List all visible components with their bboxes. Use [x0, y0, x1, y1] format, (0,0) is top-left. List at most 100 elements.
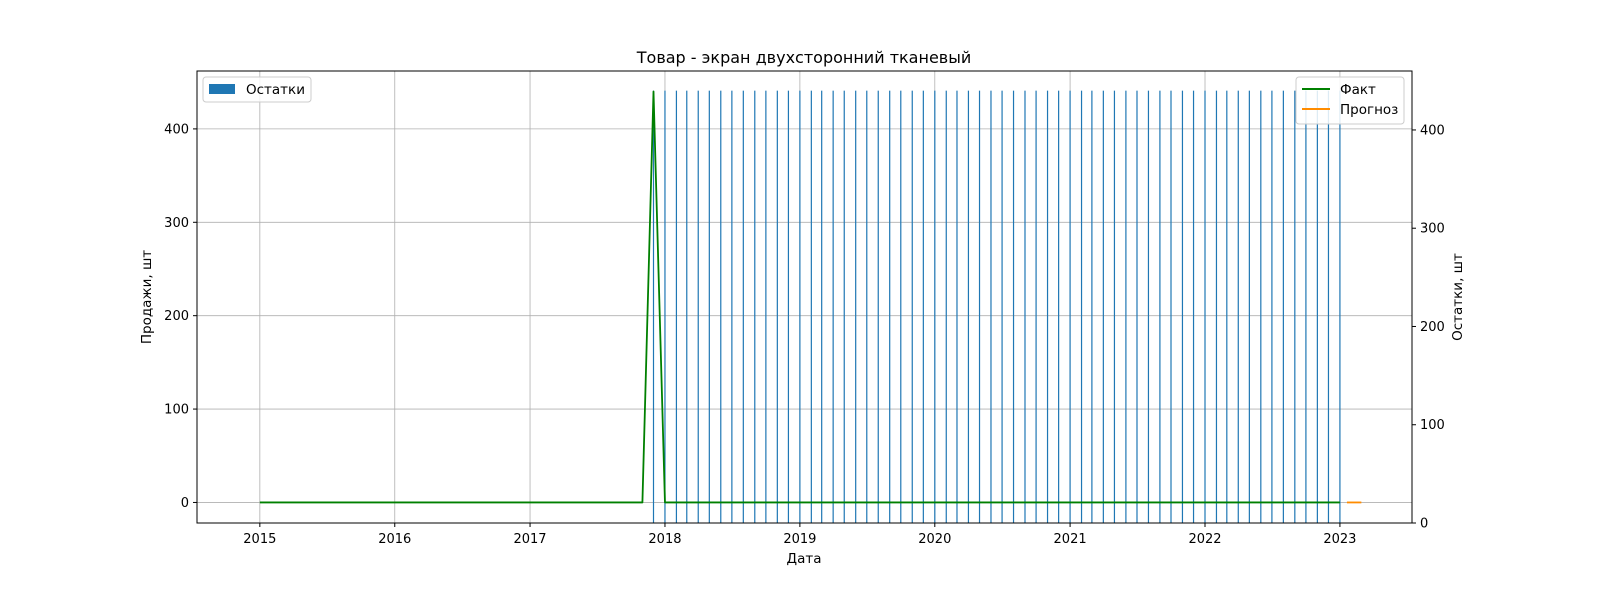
x-tick-label: 2023 [1323, 532, 1356, 547]
x-tick-label: 2015 [243, 532, 276, 547]
stock-bar [821, 90, 823, 524]
legend-label-forecast: Прогноз [1340, 102, 1398, 118]
plot-frame [196, 70, 1413, 524]
y-left-tick-label: 400 [164, 122, 189, 137]
stock-bar [697, 90, 699, 524]
x-tick-label: 2018 [648, 532, 681, 547]
chart-title: Товар - экран двухсторонний тканевый [636, 48, 972, 67]
stock-bar [652, 90, 655, 524]
stock-bars [652, 90, 1341, 524]
x-tick-label: 2019 [783, 532, 816, 547]
stock-bar [1024, 90, 1026, 524]
x-tick-label: 2022 [1188, 532, 1221, 547]
stock-bar [1226, 90, 1228, 524]
legend-label-stock: Остатки [246, 82, 305, 98]
stock-bar [1237, 90, 1239, 524]
stock-bar [866, 90, 868, 524]
stock-bar [1012, 90, 1015, 524]
stock-bar [843, 90, 845, 524]
grid [197, 71, 1412, 523]
stock-bar [900, 90, 902, 524]
x-tick-label: 2016 [378, 532, 411, 547]
y-right-tick-label: 200 [1420, 320, 1445, 335]
stock-bar [1091, 90, 1093, 524]
y-axis-right-title: Остатки, шт [1450, 253, 1466, 341]
stock-bar [1170, 90, 1172, 524]
stock-bar [1294, 90, 1296, 524]
stock-bar [1282, 90, 1284, 524]
y-axis-right: 0 100 200 300 400 [1412, 123, 1445, 532]
stock-bar [776, 90, 778, 524]
stock-bar [855, 90, 857, 524]
y-left-tick-label: 100 [164, 403, 189, 418]
stock-bar [978, 90, 981, 524]
stock-bar [810, 90, 812, 524]
stock-bar [1147, 90, 1150, 524]
stock-bar [799, 90, 801, 524]
stock-bar [742, 90, 744, 524]
stock-bar [787, 90, 790, 524]
stock-bar [1248, 90, 1250, 524]
stock-bar [911, 90, 913, 524]
y-left-tick-label: 0 [181, 496, 189, 511]
stock-bar [1316, 90, 1318, 524]
legend-label-fact: Факт [1340, 82, 1376, 98]
stock-bar [731, 90, 733, 524]
x-tick-label: 2017 [513, 532, 546, 547]
stock-bar [1192, 90, 1195, 524]
stock-bar [934, 90, 936, 524]
stock-bar [967, 90, 970, 524]
stock-bar [1125, 90, 1127, 524]
stock-bar [1159, 90, 1161, 524]
stock-bar [889, 90, 891, 524]
stock-bar [1339, 90, 1341, 524]
stock-bar [832, 90, 834, 524]
stock-bar [1327, 90, 1330, 524]
y-axis-left: 0 100 200 300 400 [164, 122, 197, 511]
y-right-tick-label: 0 [1420, 517, 1428, 532]
stock-bar [1215, 90, 1218, 524]
legend-left: Остатки [202, 76, 312, 103]
y-right-tick-label: 400 [1420, 123, 1445, 138]
legend-right: Факт Прогноз [1295, 76, 1405, 125]
stock-bar [664, 90, 666, 524]
stock-bar [720, 90, 722, 524]
stock-bar [1080, 90, 1083, 524]
stock-bar [1069, 90, 1071, 524]
y-axis-left-title: Продажи, шт [139, 250, 155, 344]
x-tick-label: 2020 [918, 532, 951, 547]
x-tick-label: 2021 [1054, 532, 1087, 547]
stock-bar [922, 90, 924, 524]
stock-bar [1102, 90, 1104, 524]
stock-bar [1204, 90, 1206, 524]
stock-bar [1001, 90, 1003, 524]
y-left-tick-label: 300 [164, 216, 189, 231]
stock-bar [1136, 90, 1138, 524]
stock-bar [877, 90, 879, 524]
y-right-tick-label: 100 [1420, 418, 1445, 433]
stock-bar [765, 90, 767, 524]
stock-bar [990, 90, 992, 524]
stock-bar [1260, 90, 1262, 524]
series-lines [259, 90, 1362, 504]
legend-swatch-stock [209, 84, 235, 94]
stock-bar [1305, 90, 1307, 524]
y-right-tick-label: 300 [1420, 222, 1445, 237]
stock-bar [1046, 90, 1049, 524]
x-axis: 2015 2016 2017 2018 2019 2020 2021 2022 2023 [243, 523, 1356, 547]
stock-bar [956, 90, 958, 524]
stock-bar [754, 90, 756, 524]
stock-bar [675, 90, 678, 524]
y-left-tick-label: 200 [164, 309, 189, 324]
x-axis-title: Дата [787, 551, 822, 567]
stock-bar [708, 90, 710, 524]
stock-bar [945, 90, 947, 524]
series-line-fact [259, 90, 1340, 504]
stock-bar [1113, 90, 1116, 524]
stock-bar [1181, 90, 1184, 524]
stock-bar [1035, 90, 1037, 524]
stock-bar [1271, 90, 1273, 524]
stock-bar [1058, 90, 1060, 524]
stock-bar [686, 90, 688, 524]
